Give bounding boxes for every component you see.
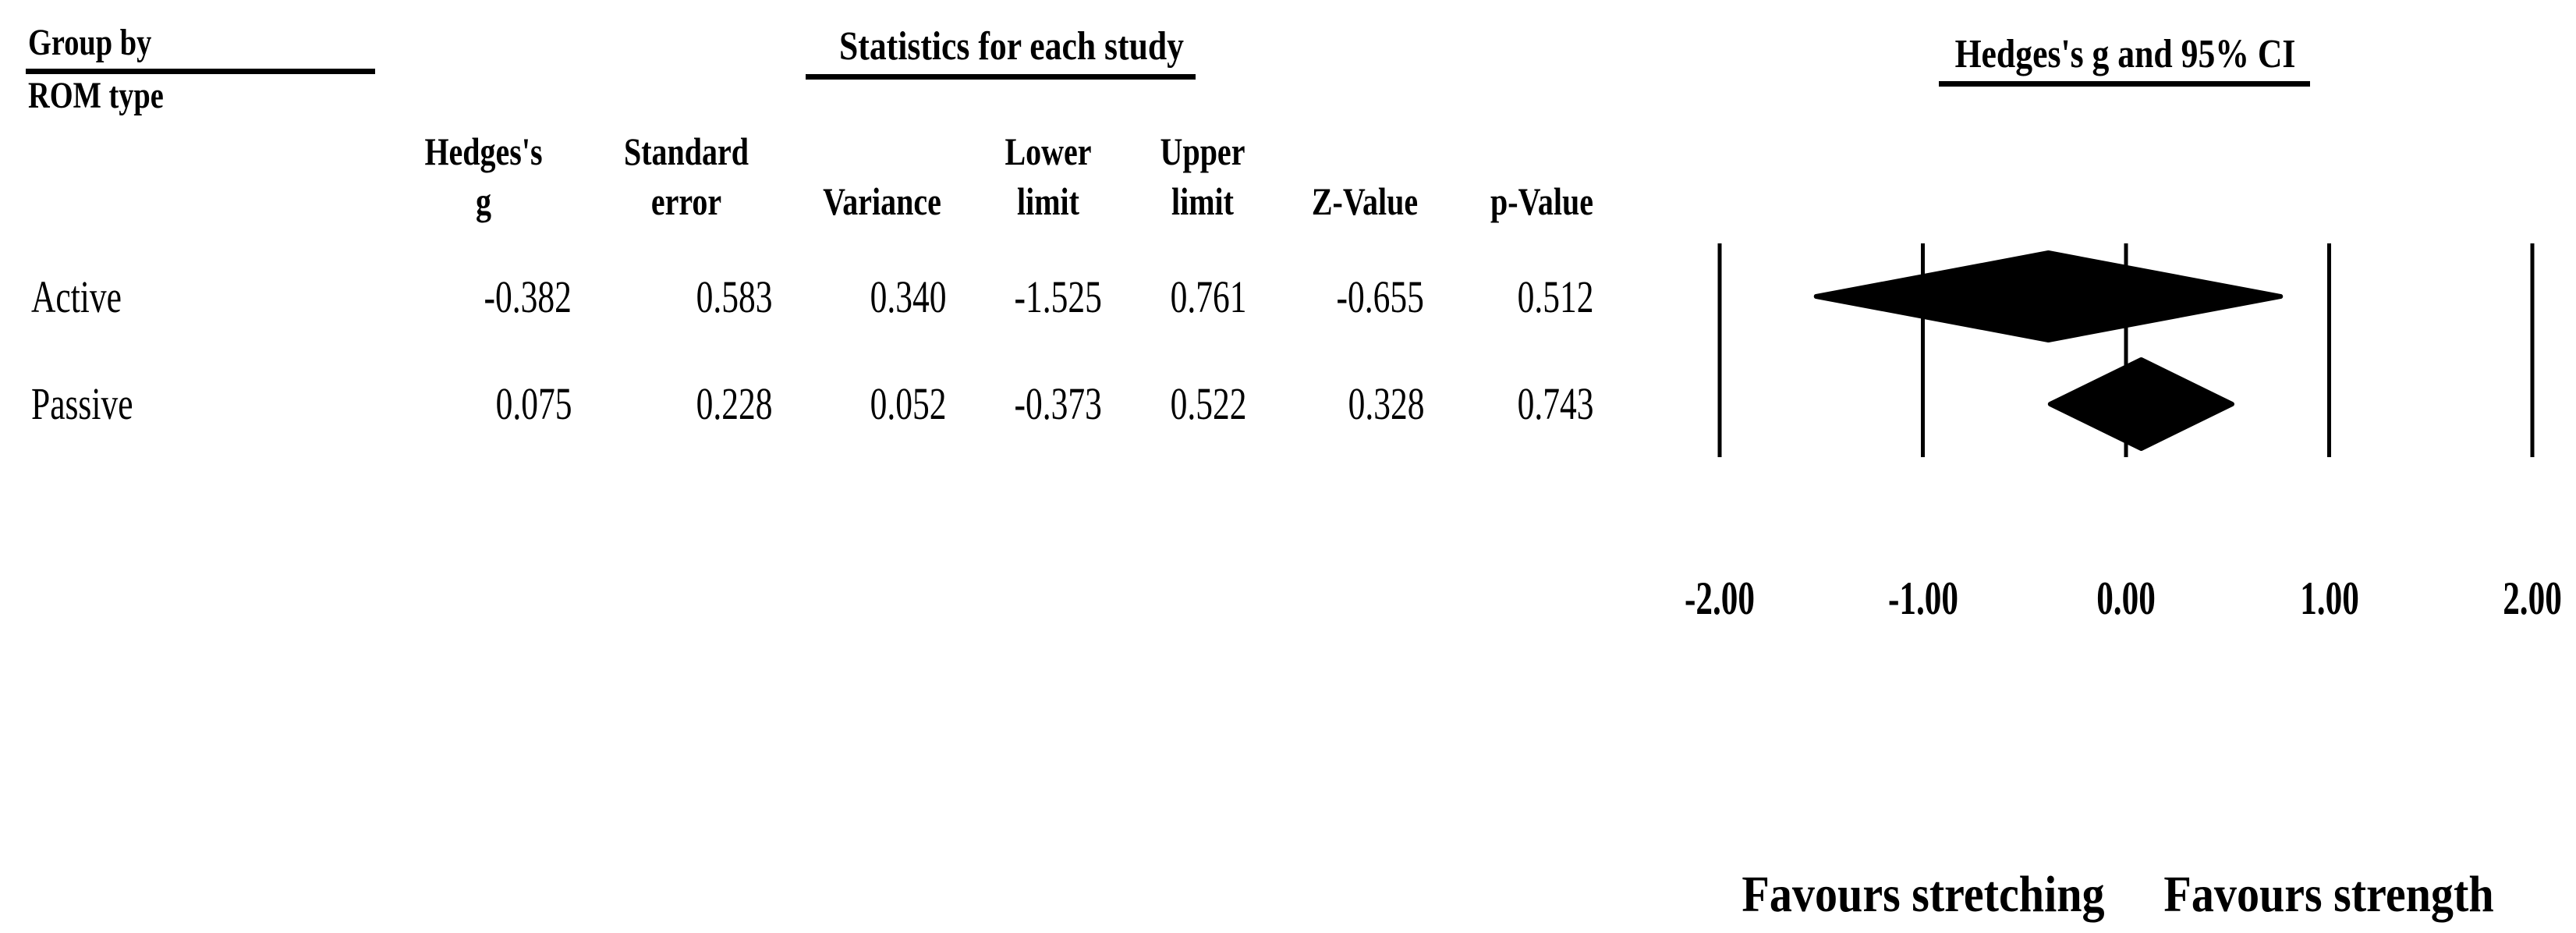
column-header-line: Upper [1160, 129, 1245, 173]
column-header: Upper limit [1160, 117, 1245, 226]
column-header-line: Standard [623, 129, 749, 173]
cell-value: 0.340 [870, 271, 946, 322]
cell-value: -0.382 [484, 271, 572, 322]
ci-section-title: Hedges's g and 95% CI [1954, 32, 2296, 76]
column-header-line: Variance [823, 179, 941, 223]
cell-value: -1.525 [1014, 271, 1102, 322]
axis-tick-label: 0.00 [2096, 573, 2156, 624]
group-by-field-label: ROM type [28, 75, 164, 116]
cell-value: 0.052 [870, 378, 946, 429]
axis-tick-label: 1.00 [2299, 573, 2359, 624]
cell-value: 0.328 [1348, 378, 1424, 429]
column-header-line: p-Value [1490, 179, 1593, 223]
cell-value: 0.761 [1170, 271, 1246, 322]
column-header-line: Lower [1005, 129, 1092, 173]
column-header-line: error [650, 179, 722, 223]
cell-value: 0.743 [1517, 378, 1593, 429]
cell-value: 0.075 [495, 378, 572, 429]
column-header-line: Hedges's [424, 129, 543, 173]
row-label-passive: Passive [31, 378, 133, 429]
axis-tick-label: -1.00 [1887, 573, 1958, 624]
cell-value: 0.228 [696, 378, 772, 429]
row-label-active: Active [31, 271, 122, 322]
column-header: Hedges's g [424, 117, 542, 226]
column-header: Lower limit [1005, 117, 1091, 226]
column-header-line: g [476, 179, 491, 223]
cell-value: 0.522 [1170, 378, 1246, 429]
column-header: Standard error [624, 117, 749, 226]
cell-value: 0.512 [1517, 271, 1593, 322]
cell-value: 0.583 [696, 271, 772, 322]
statistics-title-underline [806, 74, 1196, 80]
group-by-underline [26, 69, 375, 74]
cell-value: -0.655 [1336, 271, 1424, 322]
column-header-line: limit [1171, 179, 1234, 223]
column-header: Variance [823, 117, 941, 226]
footer-favours-strength: Favours strength [2163, 866, 2494, 923]
summary-diamond-active [1813, 250, 2284, 342]
statistics-section-title: Statistics for each study [838, 24, 1185, 69]
column-header: Z-Value [1312, 117, 1418, 226]
column-header-line: Z-Value [1311, 179, 1419, 223]
ci-title-underline [1939, 81, 2310, 87]
footer-favours-stretching: Favours stretching [1742, 866, 2105, 923]
cell-value: -0.373 [1014, 378, 1102, 429]
axis-tick-label: 2.00 [2503, 573, 2562, 624]
column-header-line: limit [1017, 179, 1079, 223]
summary-diamond-passive [2047, 357, 2234, 451]
column-header: p-Value [1490, 117, 1593, 226]
group-by-label: Group by [28, 22, 152, 63]
axis-tick-label: -2.00 [1685, 573, 1755, 624]
